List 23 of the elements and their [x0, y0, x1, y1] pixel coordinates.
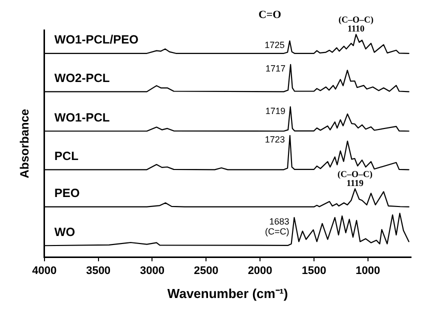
- series-label: PEO: [54, 186, 80, 200]
- series-label: WO1-PCL: [54, 110, 110, 124]
- x-tick-label: 3000: [140, 264, 164, 277]
- x-axis-title: Wavenumber (cm⁻¹): [167, 286, 288, 301]
- series-label: WO1-PCL/PEO: [54, 32, 138, 47]
- x-tick-label: 2500: [194, 264, 218, 277]
- annotation: 1683 (C=C): [264, 216, 290, 237]
- series-label: WO2-PCL: [54, 71, 110, 86]
- x-tick-label: 3500: [86, 264, 111, 277]
- annotation: 1725: [264, 40, 285, 50]
- series-label: PCL: [54, 148, 78, 163]
- annotation: (C–O–C) 1110: [338, 14, 374, 34]
- annotation: 1717: [266, 64, 286, 74]
- x-tick-label: 4000: [32, 264, 57, 277]
- annotation: 1723: [264, 134, 285, 145]
- annotation: 1719: [265, 106, 286, 116]
- annotation: (C–O–C) 1119: [338, 168, 373, 188]
- x-tick-label: 1500: [302, 264, 326, 277]
- series-label: WO: [54, 224, 76, 239]
- x-tick-label: 1000: [356, 264, 380, 277]
- text: C=O: [258, 9, 282, 21]
- y-axis-title: Absorbance: [18, 108, 32, 178]
- x-tick-label: 2000: [248, 264, 272, 277]
